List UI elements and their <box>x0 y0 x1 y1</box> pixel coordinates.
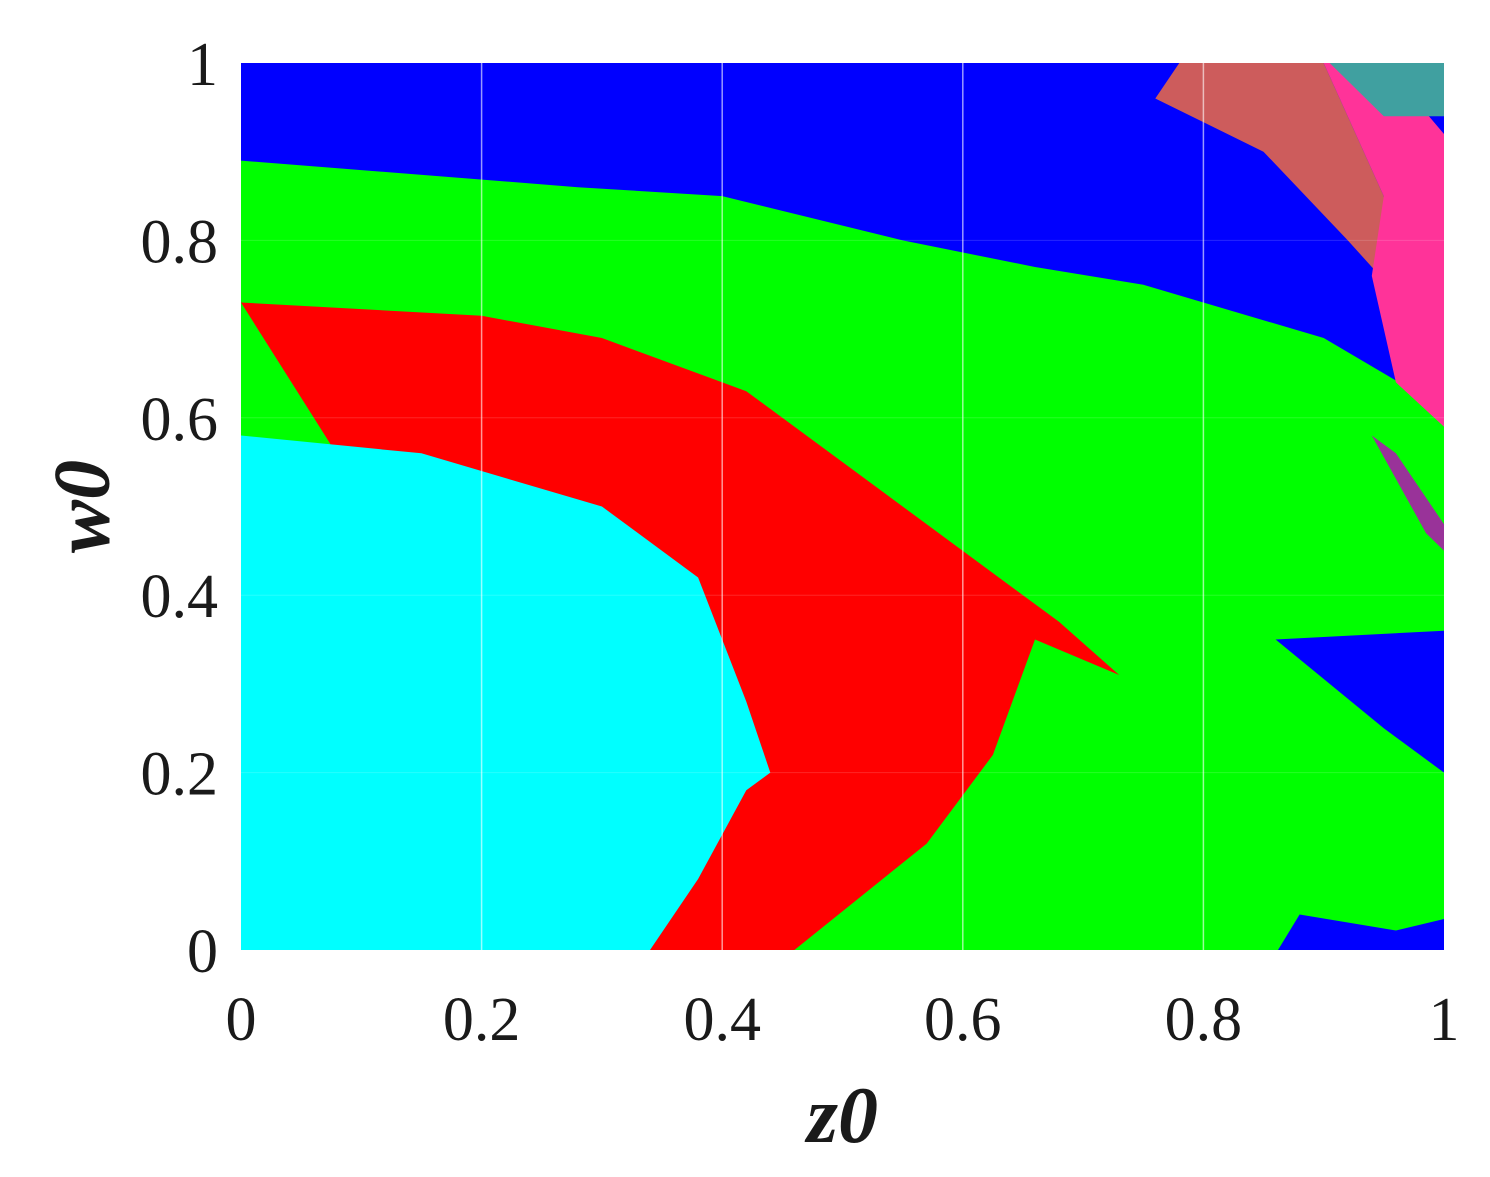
plot-area <box>241 63 1444 951</box>
y-tick-label: 0.6 <box>141 386 219 454</box>
y-axis-ticks: 0 0.2 0.4 0.6 0.8 1 <box>141 31 219 986</box>
y-tick-label: 0.4 <box>141 563 219 631</box>
x-tick-label: 0.8 <box>1165 986 1243 1054</box>
x-tick-label: 1 <box>1429 986 1460 1054</box>
basin-region-3 <box>241 435 771 950</box>
x-axis-label: z0 <box>804 1072 878 1160</box>
basin-region-5 <box>1323 63 1444 427</box>
y-tick-label: 0.2 <box>141 741 219 809</box>
x-tick-label: 0 <box>226 986 257 1054</box>
basin-region-4 <box>1155 63 1396 294</box>
y-tick-label: 0.8 <box>141 208 219 276</box>
y-tick-label: 0 <box>187 918 218 986</box>
x-tick-label: 0.4 <box>683 986 761 1054</box>
basin-region-7 <box>1371 435 1444 551</box>
x-tick-label: 0.6 <box>924 986 1002 1054</box>
grid <box>241 63 1444 950</box>
y-tick-label: 1 <box>187 31 218 99</box>
y-axis-label: w0 <box>38 460 126 553</box>
x-tick-label: 0.2 <box>443 986 521 1054</box>
basin-region-6 <box>1329 63 1444 117</box>
x-axis-ticks: 0 0.2 0.4 0.6 0.8 1 <box>226 986 1460 1054</box>
